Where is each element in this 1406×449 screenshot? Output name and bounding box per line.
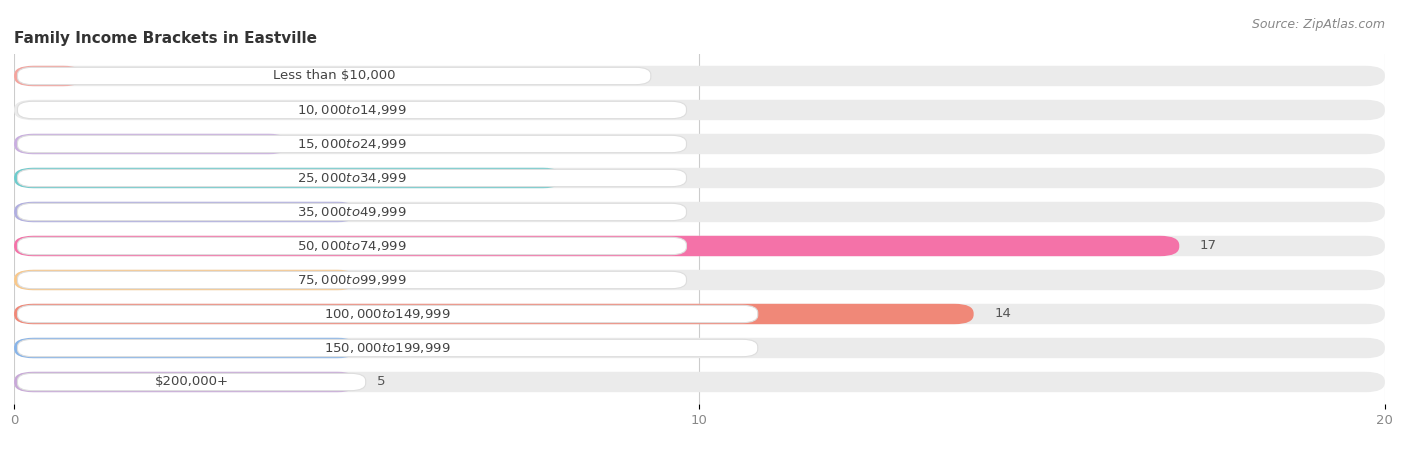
- FancyBboxPatch shape: [14, 168, 562, 188]
- FancyBboxPatch shape: [14, 338, 357, 358]
- FancyBboxPatch shape: [14, 236, 1385, 256]
- Text: 4: 4: [309, 137, 318, 150]
- Text: 5: 5: [377, 375, 385, 388]
- Text: 0: 0: [35, 103, 44, 116]
- FancyBboxPatch shape: [14, 304, 1385, 324]
- FancyBboxPatch shape: [14, 134, 1385, 154]
- Text: 1: 1: [103, 70, 111, 83]
- Text: 17: 17: [1199, 239, 1216, 252]
- FancyBboxPatch shape: [14, 134, 288, 154]
- Text: $100,000 to $149,999: $100,000 to $149,999: [325, 307, 451, 321]
- FancyBboxPatch shape: [14, 372, 357, 392]
- FancyBboxPatch shape: [17, 203, 686, 220]
- Text: 5: 5: [377, 273, 385, 286]
- Text: 8: 8: [583, 172, 592, 185]
- FancyBboxPatch shape: [14, 236, 1180, 256]
- FancyBboxPatch shape: [14, 66, 1385, 86]
- FancyBboxPatch shape: [14, 168, 1385, 188]
- FancyBboxPatch shape: [14, 270, 1385, 290]
- Text: $35,000 to $49,999: $35,000 to $49,999: [297, 205, 406, 219]
- Text: $75,000 to $99,999: $75,000 to $99,999: [297, 273, 406, 287]
- Text: $200,000+: $200,000+: [155, 375, 229, 388]
- Text: Source: ZipAtlas.com: Source: ZipAtlas.com: [1251, 18, 1385, 31]
- FancyBboxPatch shape: [17, 67, 651, 85]
- Text: $10,000 to $14,999: $10,000 to $14,999: [297, 103, 406, 117]
- FancyBboxPatch shape: [14, 100, 1385, 120]
- Text: 5: 5: [377, 342, 385, 355]
- FancyBboxPatch shape: [14, 270, 357, 290]
- FancyBboxPatch shape: [17, 101, 686, 119]
- FancyBboxPatch shape: [14, 66, 83, 86]
- FancyBboxPatch shape: [14, 338, 1385, 358]
- Text: Family Income Brackets in Eastville: Family Income Brackets in Eastville: [14, 31, 318, 46]
- FancyBboxPatch shape: [17, 373, 366, 391]
- FancyBboxPatch shape: [14, 202, 357, 222]
- FancyBboxPatch shape: [17, 169, 686, 187]
- FancyBboxPatch shape: [17, 271, 686, 289]
- Text: $15,000 to $24,999: $15,000 to $24,999: [297, 137, 406, 151]
- Text: $150,000 to $199,999: $150,000 to $199,999: [325, 341, 451, 355]
- FancyBboxPatch shape: [14, 372, 1385, 392]
- Text: Less than $10,000: Less than $10,000: [273, 70, 395, 83]
- FancyBboxPatch shape: [17, 305, 758, 323]
- FancyBboxPatch shape: [14, 304, 973, 324]
- Text: $25,000 to $34,999: $25,000 to $34,999: [297, 171, 406, 185]
- Text: $50,000 to $74,999: $50,000 to $74,999: [297, 239, 406, 253]
- Text: 14: 14: [994, 308, 1011, 321]
- FancyBboxPatch shape: [14, 202, 1385, 222]
- FancyBboxPatch shape: [17, 238, 686, 255]
- Text: 5: 5: [377, 206, 385, 219]
- FancyBboxPatch shape: [17, 135, 686, 153]
- FancyBboxPatch shape: [17, 339, 758, 357]
